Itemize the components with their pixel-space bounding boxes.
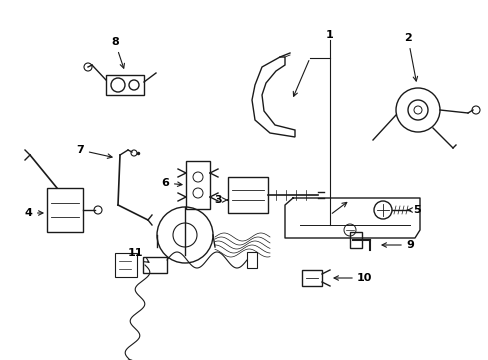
Text: 6: 6 — [161, 178, 182, 188]
Bar — [302, 270, 321, 286]
Bar — [349, 232, 361, 248]
Bar — [227, 177, 267, 213]
Bar — [47, 188, 83, 232]
Text: 1: 1 — [325, 30, 333, 40]
Text: 11: 11 — [127, 248, 149, 262]
Bar — [246, 252, 257, 268]
Text: 7: 7 — [76, 145, 112, 158]
Text: 5: 5 — [412, 205, 420, 215]
Bar — [142, 257, 167, 273]
Text: 8: 8 — [111, 37, 124, 68]
Bar — [115, 253, 137, 277]
Bar — [106, 75, 143, 95]
Text: 3: 3 — [214, 195, 227, 205]
Bar — [185, 161, 209, 209]
Text: 4: 4 — [24, 208, 43, 218]
Text: 9: 9 — [405, 240, 413, 250]
Text: 2: 2 — [403, 33, 417, 81]
Text: 10: 10 — [356, 273, 372, 283]
